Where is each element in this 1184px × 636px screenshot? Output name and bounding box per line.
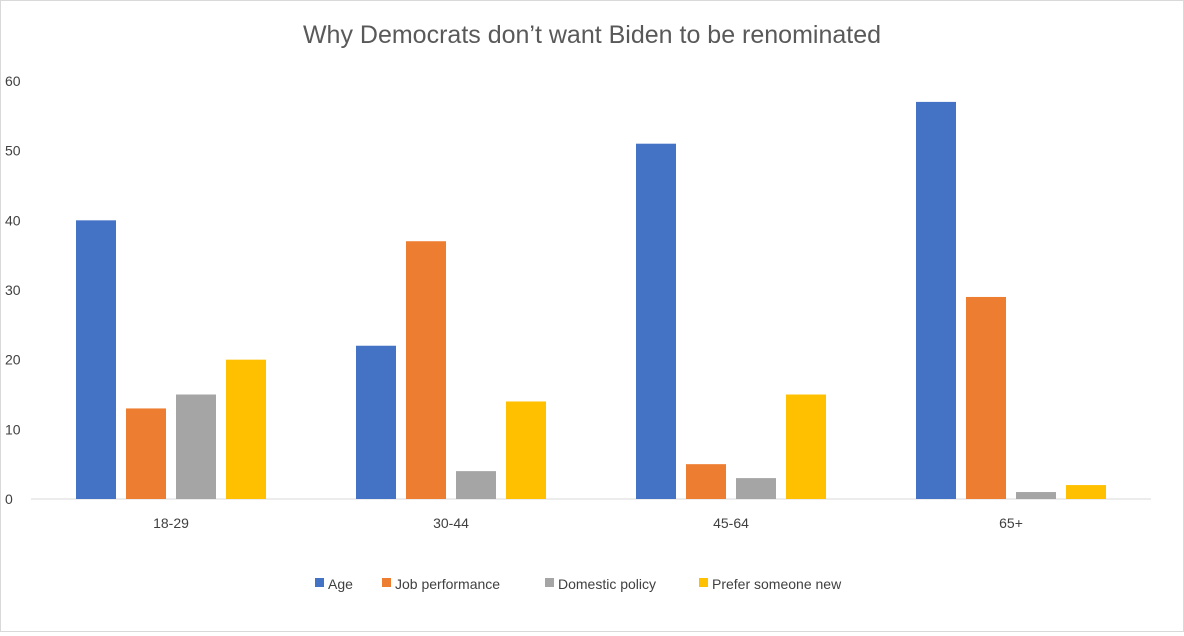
bar xyxy=(786,394,826,499)
legend-label: Age xyxy=(328,576,353,592)
bar xyxy=(176,394,216,499)
x-tick-label: 65+ xyxy=(999,515,1023,531)
y-tick-label: 60 xyxy=(5,73,21,89)
x-tick-label: 18-29 xyxy=(153,515,189,531)
bars xyxy=(76,101,1106,500)
legend-swatch xyxy=(699,578,708,587)
y-axis-ticks: 0 10 20 30 40 50 60 xyxy=(5,73,21,507)
bar xyxy=(456,471,496,499)
bar xyxy=(226,359,266,499)
y-tick-label: 20 xyxy=(5,352,21,368)
bar xyxy=(686,464,726,499)
legend: Age Job performance Domestic policy Prefer … xyxy=(315,576,842,592)
y-tick-label: 40 xyxy=(5,212,21,228)
bar xyxy=(966,296,1006,499)
bar xyxy=(736,478,776,499)
legend-label: Job performance xyxy=(395,576,500,592)
x-tick-label: 45-64 xyxy=(713,515,749,531)
bar xyxy=(506,401,546,499)
chart-title: Why Democrats don’t want Biden to be ren… xyxy=(303,21,881,49)
y-tick-label: 10 xyxy=(5,421,21,437)
y-tick-label: 50 xyxy=(5,143,21,159)
x-tick-label: 30-44 xyxy=(433,515,469,531)
legend-label: Domestic policy xyxy=(558,576,656,592)
x-axis-labels: 18-29 30-44 45-64 65+ xyxy=(153,515,1023,531)
bar xyxy=(126,408,166,499)
bar xyxy=(76,220,116,500)
bar xyxy=(406,241,446,499)
legend-swatch xyxy=(382,578,391,587)
y-tick-label: 0 xyxy=(5,491,13,507)
bar xyxy=(1016,492,1056,499)
y-tick-label: 30 xyxy=(5,282,21,298)
legend-swatch xyxy=(315,578,324,587)
legend-label: Prefer someone new xyxy=(712,576,842,592)
bar xyxy=(356,345,396,499)
legend-swatch xyxy=(545,578,554,587)
bar xyxy=(916,101,956,500)
bar xyxy=(1066,485,1106,499)
bar xyxy=(636,143,676,499)
